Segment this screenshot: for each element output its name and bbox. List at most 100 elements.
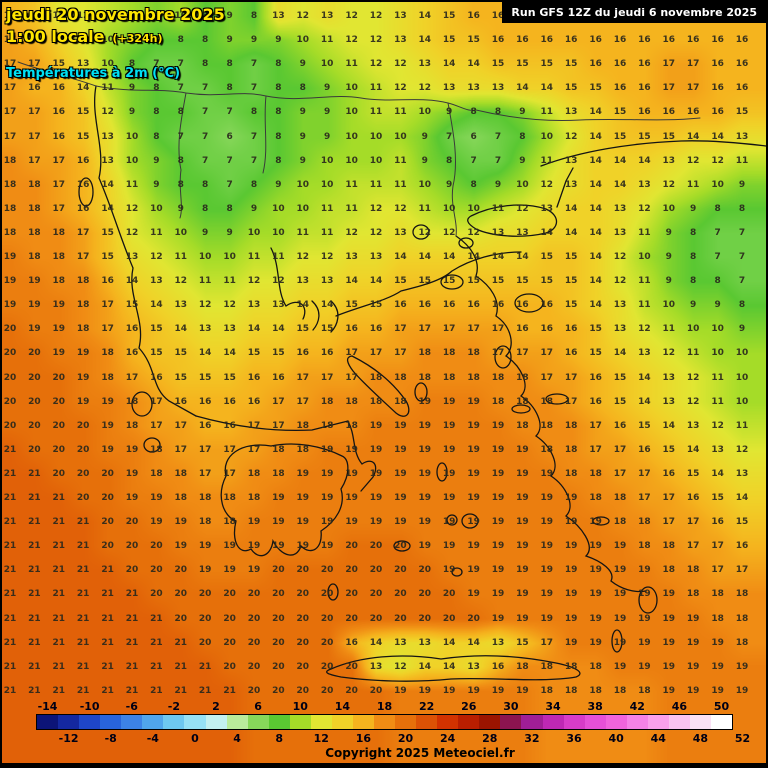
temp-value: 17 [467,324,480,335]
scale-segment [205,715,227,729]
temp-value: 18 [540,444,554,455]
temp-value: 15 [101,227,114,238]
temp-value: 12 [394,203,407,214]
temp-value: 13 [394,11,407,21]
temp-value: 10 [418,179,432,190]
temp-value: 15 [686,468,700,479]
temp-value: 19 [198,565,212,576]
scale-tick-label: -12 [58,732,79,745]
temp-value: 14 [735,493,749,503]
temp-value: 20 [272,565,285,576]
temp-value: 17 [101,300,114,311]
temp-value: 13 [662,155,676,166]
temp-value: 10 [467,203,480,214]
temp-value: 15 [540,252,554,262]
temp-value: 19 [272,517,285,528]
temp-value: 9 [153,155,160,166]
temp-value: 10 [150,203,163,214]
temp-value: 18 [28,203,41,214]
temp-value: 12 [76,11,90,21]
temp-value: 19 [296,517,310,528]
temp-value: 13 [686,420,700,431]
temp-value: 21 [101,613,114,624]
scale-segment [79,715,101,729]
temp-value: 18 [125,420,139,431]
temp-value: 16 [735,541,749,552]
temp-value: 18 [394,372,407,383]
temp-value: 15 [638,420,651,431]
temp-value: 13 [101,131,114,142]
temp-value: 19 [540,613,554,624]
temp-value: 8 [177,155,184,166]
temp-value: 15 [150,348,163,359]
temp-value: 8 [275,83,282,94]
temp-value: 14 [467,59,480,70]
temp-value: 18 [150,444,163,455]
scale-segment [121,715,143,729]
temp-value: 13 [223,324,236,335]
temp-value: 18 [564,661,578,672]
temp-value: 9 [275,35,282,46]
temp-value: 16 [735,83,749,94]
temp-value: 15 [223,372,236,383]
temp-value: 18 [735,613,749,624]
scale-tick-label: 30 [503,700,519,713]
temp-value: 18 [296,444,310,455]
temp-value: 14 [76,83,90,94]
temp-value: 20 [3,324,17,335]
temp-value: 20 [125,565,139,576]
temp-value: 11 [369,179,383,190]
temp-value: 19 [442,420,456,431]
temp-value: 18 [101,348,114,359]
forecast-date: jeudi 20 novembre 2025 [6,5,225,24]
temp-value: 17 [174,444,188,455]
temp-value: 14 [686,444,700,455]
temp-value: 20 [223,589,236,600]
temp-value: 18 [76,300,90,311]
temp-value: 18 [638,517,651,528]
temp-value: 9 [299,59,306,70]
temp-value: 11 [735,420,749,431]
temp-value: 13 [174,300,188,311]
temp-value: 16 [491,661,505,672]
temp-value: 18 [589,493,602,503]
temp-value: 17 [150,420,163,431]
temp-value: 21 [223,685,236,696]
temp-value: 19 [589,637,602,648]
temp-value: 9 [299,155,306,166]
temp-value: 9 [250,35,258,46]
temp-value: 21 [3,685,17,696]
temp-value: 18 [28,227,41,238]
temp-value: 14 [442,59,456,70]
temp-value: 19 [345,444,358,455]
temp-value: 16 [296,348,310,359]
scale-tick-label: 12 [313,732,329,745]
temp-value: 19 [296,541,310,552]
temp-value: 19 [150,517,163,528]
temp-value: 9 [324,131,331,142]
temp-value: 18 [540,661,554,672]
temp-value: 16 [589,396,602,407]
temp-value: 15 [516,637,529,648]
temp-value: 15 [564,252,578,262]
temp-value: 19 [516,517,529,528]
temp-value: 18 [198,517,212,528]
temp-value: 17 [28,131,41,142]
temp-value: 10 [296,179,310,190]
temp-value: 10 [101,59,114,70]
temp-value: 14 [540,227,554,238]
temp-value: 13 [125,252,139,262]
temp-value: 20 [369,589,383,600]
temp-value: 16 [735,59,749,70]
temp-value: 16 [247,372,261,383]
scale-tick-label: 42 [629,700,645,713]
temp-value: 15 [467,35,480,46]
temp-value: 10 [418,107,432,118]
island-thasos [412,224,430,240]
temp-value: 18 [3,155,17,166]
scale-tick-label: -2 [167,700,181,713]
temp-value: 12 [638,324,651,335]
temp-value: 18 [516,420,529,431]
temp-value: 11 [101,11,114,21]
temp-value: 20 [28,372,41,383]
